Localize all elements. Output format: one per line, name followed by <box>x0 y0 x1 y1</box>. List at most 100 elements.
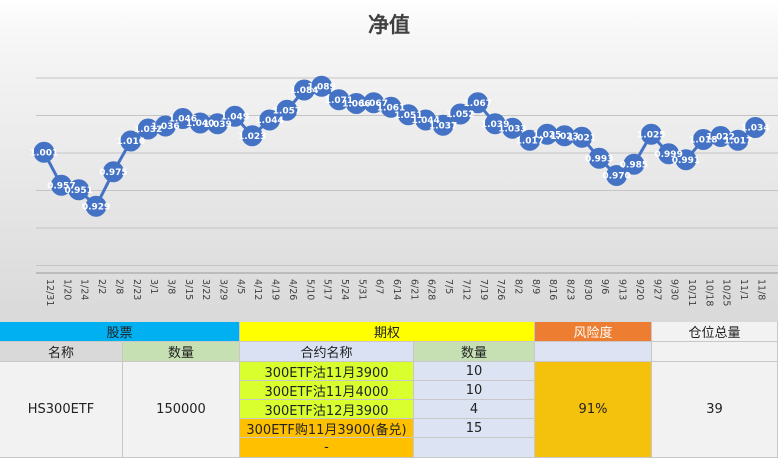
data-label: 1.066 <box>342 100 370 110</box>
x-tick-label: 7/12 <box>460 279 471 300</box>
x-tick-label: 8/30 <box>582 279 593 300</box>
data-label: 1.057 <box>273 106 301 116</box>
data-label: 1.067 <box>464 99 492 109</box>
net-value-chart: 净值 1.0010.9570.9510.9290.9751.0161.0321.… <box>30 13 778 307</box>
data-point <box>623 153 645 175</box>
data-label: 1.037 <box>429 121 457 131</box>
x-tick-label: 2/8 <box>113 279 124 294</box>
stock-quantity: 150000 <box>123 362 240 458</box>
x-tick-label: 2/23 <box>131 279 142 300</box>
x-tick-label: 11/8 <box>755 279 766 300</box>
header-risk-blank <box>535 342 652 362</box>
data-point <box>102 161 124 183</box>
x-tick-label: 10/18 <box>703 279 714 306</box>
x-tick-label: 9/27 <box>651 279 662 300</box>
x-tick-label: 10/25 <box>721 279 732 306</box>
data-point <box>484 113 506 135</box>
data-label: 1.021 <box>568 133 596 143</box>
x-tick-label: 9/30 <box>669 279 680 300</box>
data-label: 1.049 <box>221 112 249 122</box>
x-tick-label: 6/14 <box>391 279 402 300</box>
data-point <box>241 125 263 147</box>
data-point <box>259 109 281 131</box>
data-point <box>449 103 471 125</box>
section-stock: 股票 <box>0 322 240 342</box>
x-tick-label: 7/5 <box>443 279 454 294</box>
header-position-blank <box>652 342 778 362</box>
x-tick-label: 8/2 <box>512 279 523 294</box>
data-label: 1.025 <box>637 130 665 140</box>
x-tick-label: 4/26 <box>287 279 298 300</box>
option-quantity-5 <box>414 438 535 458</box>
data-label: 1.084 <box>290 86 318 96</box>
x-tick-label: 1/24 <box>79 279 90 300</box>
data-label: 1.001 <box>30 148 58 158</box>
section-option: 期权 <box>240 322 535 342</box>
x-tick-label: 3/22 <box>200 279 211 300</box>
option-quantity-1: 10 <box>414 362 535 381</box>
x-tick-label: 1/20 <box>61 279 72 300</box>
option-quantity-3: 4 <box>414 400 535 419</box>
x-tick-label: 4/12 <box>252 279 263 300</box>
x-tick-label: 5/24 <box>339 279 350 300</box>
data-point <box>311 75 333 97</box>
data-label: 1.025 <box>533 130 561 140</box>
data-label: 1.018 <box>689 136 717 146</box>
x-tick-label: 3/1 <box>148 279 159 294</box>
data-label: 0.991 <box>672 156 700 166</box>
header-quantity: 数量 <box>123 342 240 362</box>
section-position-total: 仓位总量 <box>652 322 778 342</box>
chart-area: 净值 1.001 0.957 0.951 0.929 0.975 1.016 1.032 1.… <box>0 0 778 322</box>
data-label: 1.046 <box>169 115 197 125</box>
x-tick-label: 12/31 <box>44 279 55 306</box>
data-point <box>519 129 541 151</box>
data-point <box>207 113 228 135</box>
x-tick-label: 9/20 <box>634 279 645 300</box>
data-label: 1.071 <box>325 96 353 106</box>
option-quantity-4: 15 <box>414 419 535 438</box>
data-point <box>50 174 72 196</box>
data-point <box>744 117 766 138</box>
data-label: 0.951 <box>64 186 92 196</box>
data-label: 1.017 <box>724 136 752 146</box>
data-label: 1.022 <box>706 133 734 143</box>
data-point <box>363 92 385 114</box>
option-name-1: 300ETF沽11月3900 <box>240 362 414 381</box>
data-label: 1.034 <box>741 124 769 134</box>
x-tick-label: 3/15 <box>183 279 194 300</box>
data-label: 1.061 <box>377 103 405 113</box>
section-risk: 风险度 <box>535 322 652 342</box>
data-label: 1.016 <box>117 137 145 147</box>
x-tick-label: 9/13 <box>617 279 628 300</box>
x-tick-label: 3/8 <box>165 279 176 294</box>
data-label: 1.023 <box>550 132 578 142</box>
data-point <box>467 92 489 114</box>
data-label: 1.067 <box>359 99 387 109</box>
data-point <box>658 143 680 165</box>
x-tick-label: 8/23 <box>565 279 576 300</box>
data-label: 1.039 <box>203 120 231 130</box>
data-point <box>154 115 176 137</box>
data-label: 1.089 <box>307 82 335 92</box>
data-point <box>276 99 298 121</box>
data-label: 1.040 <box>186 119 214 129</box>
data-label: 0.957 <box>47 181 75 191</box>
data-label: 1.036 <box>151 122 179 132</box>
data-point <box>224 105 246 127</box>
x-tick-label: 9/6 <box>599 279 610 294</box>
x-tick-label: 11/1 <box>738 279 749 300</box>
data-label: 0.929 <box>82 202 110 212</box>
x-tick-label: 6/28 <box>426 279 437 300</box>
data-point <box>727 129 749 151</box>
position-table: 股票 期权 风险度 仓位总量 名称 数量 合约名称 数量 HS300ETF 15… <box>0 322 778 458</box>
data-point <box>189 112 211 134</box>
x-tick-label: 2/2 <box>96 279 107 294</box>
x-tick-label: 7/26 <box>495 279 506 300</box>
data-point <box>432 114 454 136</box>
x-tick-label: 6/21 <box>408 279 419 300</box>
data-point <box>606 165 628 186</box>
x-tick-label: 4/19 <box>270 279 281 300</box>
option-name-3: 300ETF沽12月3900 <box>240 400 414 419</box>
data-point <box>415 109 437 131</box>
x-tick-label: 10/11 <box>686 279 697 306</box>
